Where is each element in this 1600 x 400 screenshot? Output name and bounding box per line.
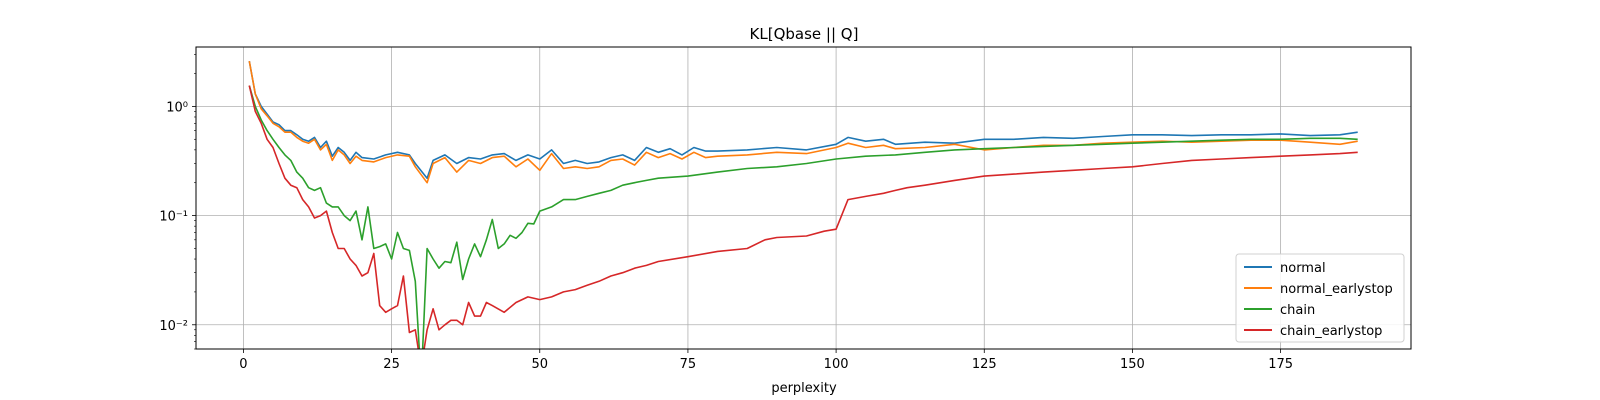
y-tick-label: 10⁻² [159,319,188,334]
tick-layer: 0 25 50 75 100 125 150 175 10⁻² 10⁻¹ 10⁰ [159,54,1293,372]
legend-label: normal [1280,261,1326,276]
legend-box [1235,253,1405,343]
series-layer [248,60,1358,349]
plot-frame [195,46,1412,350]
x-tick-label: 100 [824,357,849,372]
series-line-normal [248,60,1358,179]
series-line-chain [248,85,1358,349]
legend-label: chain [1280,303,1315,318]
x-tick-label: 50 [531,357,548,372]
grid-layer [196,47,1411,349]
x-tick-label: 0 [239,357,247,372]
x-tick-label: 150 [1120,357,1145,372]
y-tick-label: 10⁻¹ [159,210,188,225]
x-tick-label: 75 [680,357,697,372]
x-tick-label: 175 [1268,357,1293,372]
legend-label: chain_earlystop [1280,324,1382,339]
x-axis-label: perplexity [771,381,837,396]
series-line-chain-earlystop [248,85,1358,349]
x-tick-label: 25 [383,357,400,372]
chart-title: KL[Qbase || Q] [750,25,859,43]
y-tick-label: 10⁰ [166,100,188,115]
x-tick-label: 125 [972,357,997,372]
legend-label: normal_earlystop [1280,282,1393,297]
